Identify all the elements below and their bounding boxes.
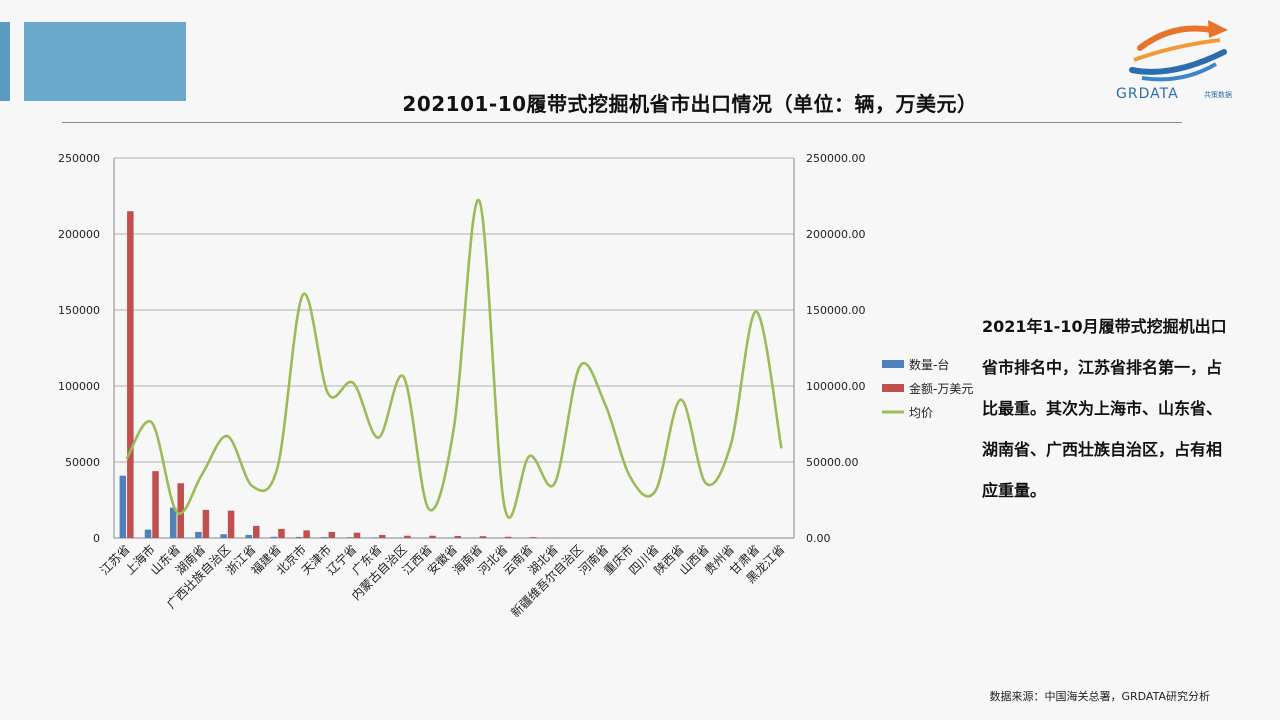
bar-amount (353, 532, 361, 538)
bar-amount (177, 483, 184, 538)
data-source: 数据来源：中国海关总署，GRDATA研究分析 (989, 690, 1210, 703)
y-left-tick-label: 50000 (65, 456, 100, 469)
bar-amount (479, 536, 487, 538)
bar-amount (303, 530, 310, 538)
legend-swatch (882, 384, 904, 392)
y-left-tick-label: 250000 (58, 152, 100, 165)
bar-amount (127, 211, 134, 538)
y-left-tick-label: 100000 (58, 380, 100, 393)
bar-quantity (169, 507, 177, 538)
y-right-tick-label: 100000.00 (806, 380, 866, 393)
logo: GRDATA 共策数据 (1116, 20, 1232, 102)
bar-amount (227, 510, 235, 538)
title-divider (62, 122, 1182, 123)
bar-quantity (321, 537, 328, 538)
globe-swoosh-icon (1129, 20, 1228, 82)
y-left-tick-label: 150000 (58, 304, 100, 317)
accent-strip (0, 22, 10, 101)
legend-swatch (882, 360, 904, 368)
bar-amount (328, 531, 336, 538)
chart-title: 202101-10履带式挖掘机省市出口情况（单位：辆，万美元） (402, 92, 978, 116)
y-left-tick-label: 0 (93, 532, 100, 545)
legend-label: 金额-万美元 (909, 381, 973, 396)
bar-amount (530, 537, 537, 538)
y-right-tick-label: 50000.00 (806, 456, 859, 469)
bar-amount (278, 528, 285, 538)
chart: 0 50000 100000 150000 200000 250000 0.00 50000.… (58, 152, 973, 620)
summary-text: 2021年1-10月履带式挖掘机出口省市排名中，江苏省排名第一，占比最重。其次为… (982, 317, 1227, 500)
logo-text: GRDATA (1116, 86, 1179, 102)
bar-quantity (346, 537, 353, 538)
bar-quantity (195, 531, 202, 538)
legend-label: 数量-台 (909, 357, 949, 372)
bar-quantity (220, 534, 227, 538)
bar-amount (152, 471, 159, 538)
bar-amount (253, 525, 260, 538)
y-right-tick-label: 250000.00 (806, 152, 866, 165)
bar-amount (504, 536, 512, 538)
bar-amount (202, 509, 210, 538)
bar-amount (404, 535, 411, 538)
bar-quantity (371, 537, 378, 538)
bar-amount (429, 535, 436, 538)
legend-label: 均价 (909, 406, 933, 420)
series-line-average-price (125, 198, 783, 519)
bar-quantity (245, 534, 253, 538)
accent-block (24, 22, 186, 101)
y-right-tick-label: 200000.00 (806, 228, 866, 241)
y-right-tick-label: 150000.00 (806, 304, 866, 317)
y-right-tick-label: 0.00 (806, 532, 831, 545)
logo-sub-text: 共策数据 (1204, 90, 1232, 99)
bar-quantity (119, 475, 127, 538)
bar-quantity (295, 536, 303, 538)
bar-quantity (270, 536, 278, 538)
bar-amount (378, 534, 386, 538)
bar-quantity (144, 529, 152, 538)
bar-amount (454, 536, 461, 538)
y-left-tick-label: 200000 (58, 228, 100, 241)
